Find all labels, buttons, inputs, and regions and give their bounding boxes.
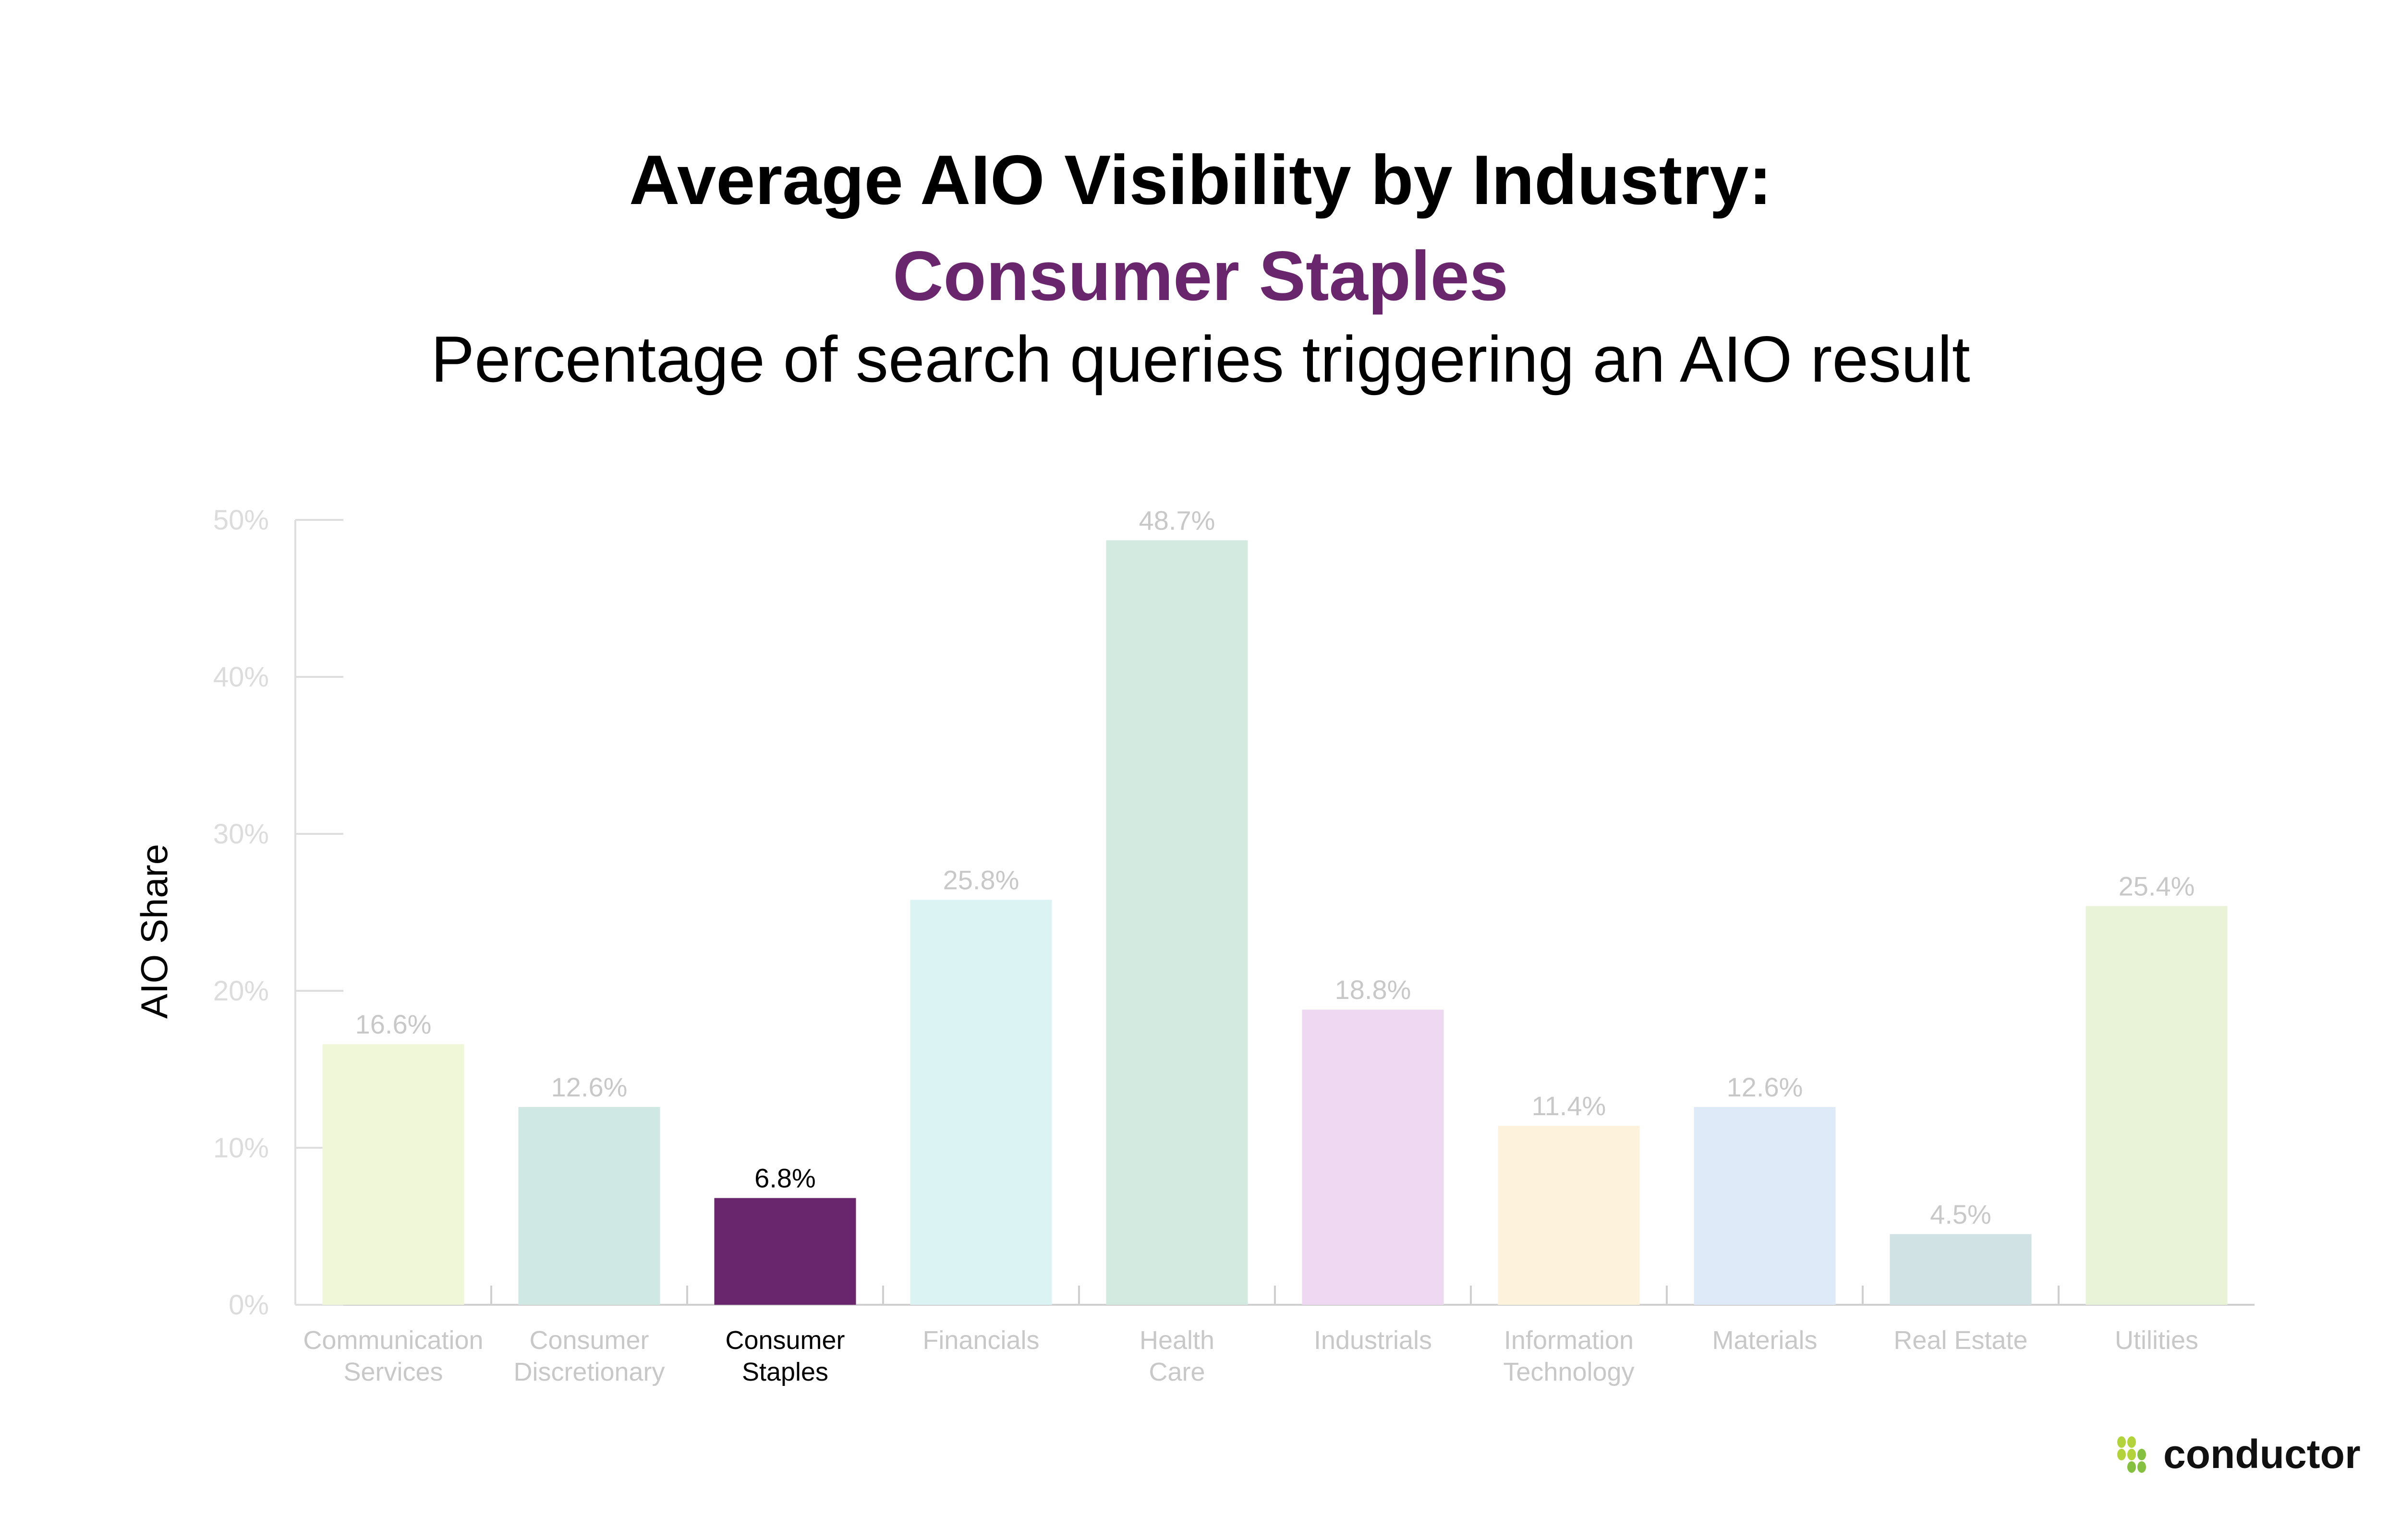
- x-tick-label: Communication: [303, 1326, 483, 1355]
- x-tick-label: Care: [1149, 1358, 1205, 1386]
- value-label: 12.6%: [551, 1072, 628, 1102]
- bars: 16.6% Communication Services 12.6% Consumer D…: [303, 505, 2228, 1386]
- bar: [1106, 540, 1248, 1305]
- conductor-logo: conductor: [2117, 1432, 2361, 1477]
- bar: [1302, 1010, 1444, 1305]
- x-tick-label: Financials: [922, 1326, 1039, 1355]
- value-label: 6.8%: [754, 1163, 816, 1193]
- y-tick-label: 50%: [213, 505, 269, 536]
- x-tick-label: Consumer: [529, 1326, 649, 1355]
- chart-title: Average AIO Visibility by Industry:: [629, 141, 1772, 219]
- logo-dots-icon: [2117, 1436, 2146, 1473]
- logo-dot: [2127, 1436, 2136, 1448]
- y-axis-label: AIO Share: [133, 844, 175, 1019]
- bar: [322, 1044, 464, 1305]
- y-tick-label: 10%: [213, 1132, 269, 1164]
- x-tick-label: Technology: [1503, 1358, 1634, 1386]
- bar: [1498, 1126, 1640, 1305]
- value-label: 48.7%: [1139, 505, 1215, 536]
- x-tick-label: Industrials: [1314, 1326, 1432, 1355]
- bar: [1890, 1234, 2032, 1305]
- value-label: 11.4%: [1532, 1091, 1606, 1121]
- logo-dot: [2127, 1449, 2136, 1460]
- value-label: 16.6%: [355, 1009, 432, 1039]
- x-tick-label: Information: [1504, 1326, 1634, 1355]
- x-tick-label: Consumer: [725, 1326, 845, 1355]
- x-tick-label: Discretionary: [513, 1358, 665, 1386]
- x-tick-label: Staples: [742, 1358, 828, 1386]
- value-label: 4.5%: [1930, 1199, 1991, 1229]
- bar: [518, 1107, 660, 1305]
- logo-dot: [2137, 1461, 2146, 1473]
- y-tick-label: 40%: [213, 662, 269, 693]
- logo-text: conductor: [2163, 1432, 2361, 1477]
- y-tick-label: 0%: [229, 1289, 269, 1321]
- bar: [1694, 1107, 1836, 1305]
- y-tick-label: 30%: [213, 818, 269, 850]
- chart-highlight-title: Consumer Staples: [893, 237, 1508, 315]
- bar: [910, 900, 1052, 1305]
- value-label: 25.8%: [943, 865, 1019, 895]
- y-tick-label: 20%: [213, 975, 269, 1007]
- value-label: 25.4%: [2119, 871, 2195, 901]
- value-label: 18.8%: [1335, 975, 1411, 1005]
- logo-dot: [2117, 1436, 2126, 1448]
- x-tick-label: Health: [1140, 1326, 1214, 1355]
- x-tick-label: Materials: [1712, 1326, 1817, 1355]
- x-tick-label: Services: [343, 1358, 443, 1386]
- x-tick-label: Utilities: [2115, 1326, 2198, 1355]
- value-label: 12.6%: [1727, 1072, 1803, 1102]
- logo-dot: [2127, 1461, 2136, 1473]
- x-tick-label: Real Estate: [1893, 1326, 2027, 1355]
- bar: [714, 1198, 856, 1305]
- bar: [2086, 906, 2228, 1305]
- chart-subtitle: Percentage of search queries triggering …: [431, 323, 1970, 396]
- logo-dot: [2117, 1449, 2126, 1460]
- logo-dot: [2137, 1449, 2146, 1460]
